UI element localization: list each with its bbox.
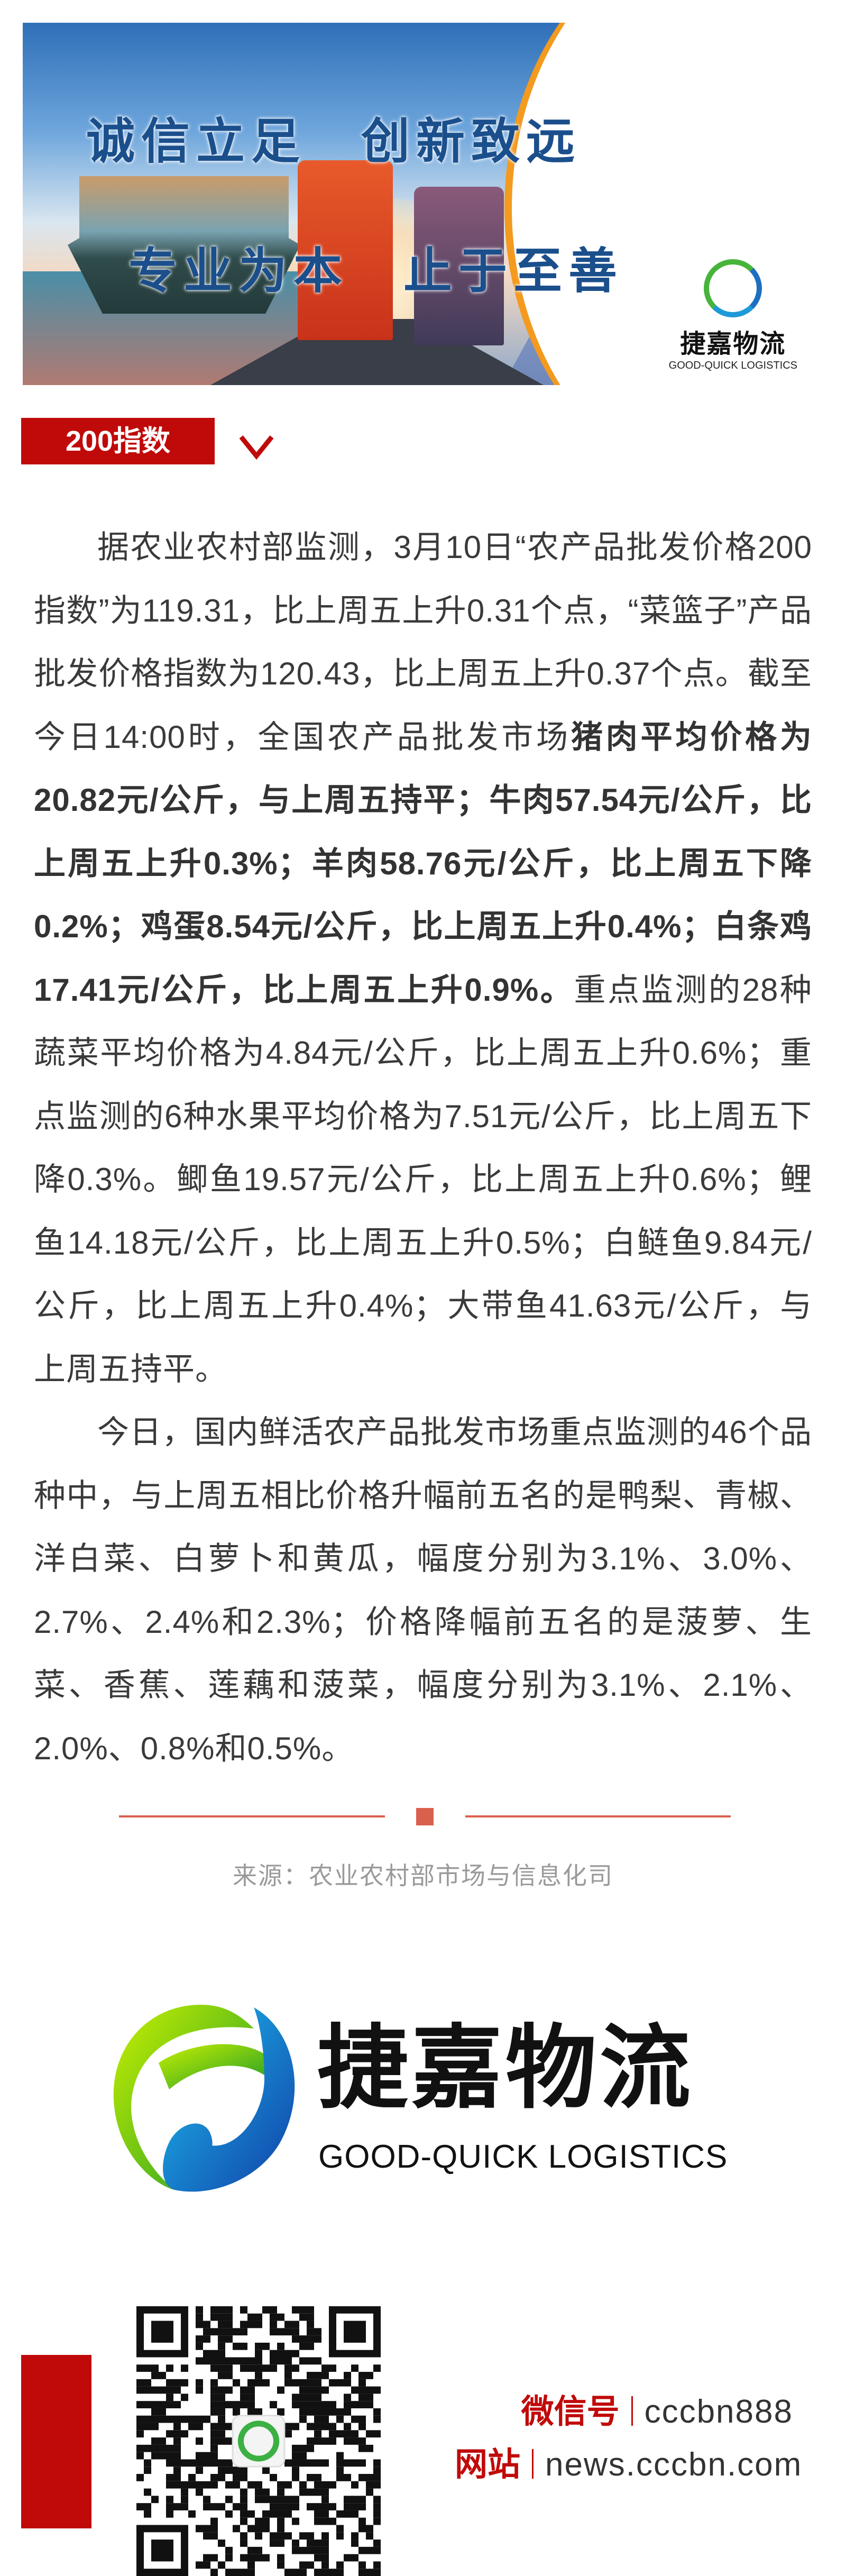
logo-mark-icon bbox=[113, 2005, 295, 2192]
separator bbox=[532, 2449, 534, 2479]
paragraph-text: 据农业农村部监测，3月10日“农产品批发价格200指数”为119.31，比上周五… bbox=[34, 529, 812, 755]
banner-logo: 捷嘉物流 GOOD-QUICK LOGISTICS bbox=[669, 259, 797, 372]
website-row: 网站 news.cccbn.com bbox=[455, 2438, 801, 2491]
banner-purple-truck bbox=[414, 187, 504, 345]
red-accent-bar bbox=[21, 2355, 91, 2528]
section-tag: 200指数 bbox=[21, 418, 215, 464]
divider-line-left bbox=[119, 1815, 385, 1817]
banner-logo-en: GOOD-QUICK LOGISTICS bbox=[668, 360, 797, 371]
contact-info: 微信号 cccbn888 网站 news.cccbn.com bbox=[455, 2386, 801, 2491]
qr-center-logo-icon bbox=[237, 2420, 280, 2462]
website-link[interactable]: news.cccbn.com bbox=[545, 2446, 803, 2483]
wechat-row: 微信号 cccbn888 bbox=[455, 2386, 793, 2438]
article-paragraph-1: 据农业农村部监测，3月10日“农产品批发价格200指数”为119.31，比上周五… bbox=[34, 516, 812, 1401]
banner-red-truck bbox=[298, 160, 393, 340]
wechat-label: 微信号 bbox=[521, 2394, 620, 2430]
header-banner-image: 诚信立足 创新致远 专业为本 止于至善 捷嘉物流 GOOD-QUICK LOGI… bbox=[23, 23, 829, 385]
banner-container-ship bbox=[68, 176, 300, 314]
banner-tagline-2: 专业为本 止于至善 bbox=[128, 242, 624, 299]
wechat-id: cccbn888 bbox=[644, 2394, 793, 2430]
website-label: 网站 bbox=[455, 2446, 521, 2483]
logo-cn-text: 捷嘉物流 bbox=[317, 2017, 694, 2119]
banner-tagline-1: 诚信立足 创新致远 bbox=[86, 113, 582, 170]
paragraph-text: 重点监测的28种蔬菜平均价格为4.84元/公斤，比上周五上升0.6%；重点监测的… bbox=[34, 972, 812, 1387]
paragraph-bold-text: 猪肉平均价格为20.82元/公斤，与上周五持平；牛肉57.54元/公斤，比上周五… bbox=[34, 719, 812, 1008]
article-body: 据农业农村部监测，3月10日“农产品批发价格200指数”为119.31，比上周五… bbox=[34, 516, 812, 1780]
divider-line-right bbox=[465, 1815, 731, 1817]
logo-mark-icon bbox=[704, 259, 762, 317]
logo-en-text: GOOD-QUICK LOGISTICS bbox=[318, 2139, 728, 2175]
article-paragraph-2: 今日，国内鲜活农产品批发市场重点监测的46个品种中，与上周五相比价格升幅前五名的… bbox=[34, 1414, 812, 1766]
company-logo: 捷嘉物流 GOOD-QUICK LOGISTICS bbox=[111, 1999, 735, 2200]
banner-logo-cn: 捷嘉物流 bbox=[680, 330, 786, 358]
chevron-down-icon bbox=[239, 435, 274, 460]
qr-code bbox=[136, 2306, 381, 2576]
source-credit: 来源：农业农村部市场与信息化司 bbox=[233, 1862, 613, 1889]
separator bbox=[631, 2396, 633, 2426]
divider-square bbox=[416, 1808, 434, 1825]
